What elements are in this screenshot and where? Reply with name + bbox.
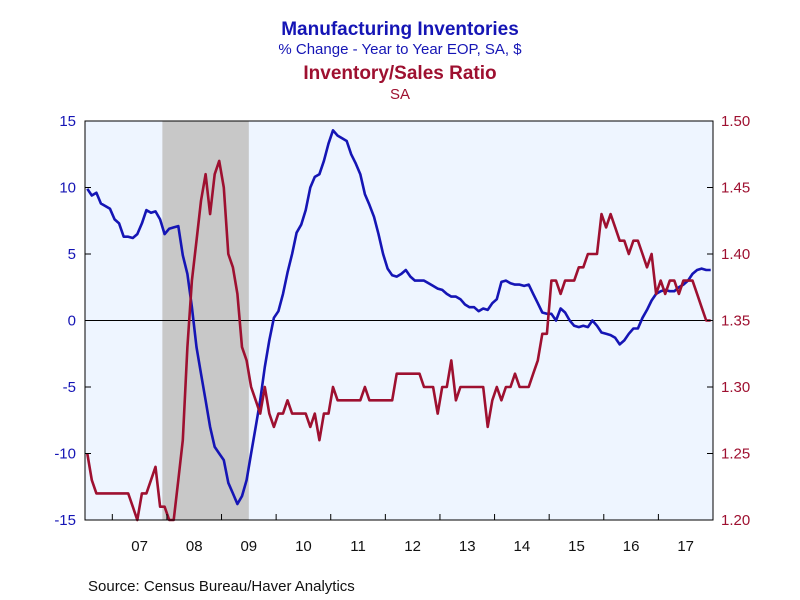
x-axis-tick-label: 10 [295, 538, 312, 555]
right-axis-tick-label: 1.20 [721, 512, 750, 529]
left-axis-tick-label: 0 [68, 313, 76, 330]
right-axis-tick-label: 1.40 [721, 246, 750, 263]
right-axis-tick-label: 1.30 [721, 379, 750, 396]
x-axis-tick-label: 09 [240, 538, 257, 555]
right-axis-tick-label: 1.45 [721, 180, 750, 197]
x-axis-tick-label: 13 [459, 538, 476, 555]
chart-title-inventories: Manufacturing Inventories [281, 19, 519, 40]
right-axis-tick-label: 1.50 [721, 113, 750, 130]
source-note: Source: Census Bureau/Haver Analytics [88, 578, 355, 595]
x-axis-tick-label: 11 [350, 538, 366, 555]
x-axis-tick-label: 17 [677, 538, 694, 555]
left-axis-tick-label: -10 [54, 446, 76, 463]
chart-subtitle-inventories: % Change - Year to Year EOP, SA, $ [278, 41, 522, 58]
x-axis-tick-label: 07 [131, 538, 148, 555]
chart-title-ratio: Inventory/Sales Ratio [303, 63, 497, 84]
series-line-ratio [86, 159, 711, 522]
x-axis-tick-label: 16 [623, 538, 640, 555]
left-axis-tick-label: 10 [59, 180, 76, 197]
x-axis-tick-label: 12 [404, 538, 421, 555]
x-axis-tick-label: 15 [568, 538, 585, 555]
right-axis-tick-label: 1.35 [721, 313, 750, 330]
left-axis-tick-label: 5 [68, 246, 76, 263]
chart-subtitle-ratio: SA [389, 86, 410, 103]
left-axis-tick-label: -5 [63, 379, 76, 396]
left-axis-tick-label: -15 [54, 512, 76, 529]
x-axis-tick-label: 08 [186, 538, 203, 555]
right-axis-tick-label: 1.25 [721, 446, 750, 463]
left-axis-tick-label: 15 [59, 113, 76, 130]
x-axis-tick-label: 14 [514, 538, 531, 555]
